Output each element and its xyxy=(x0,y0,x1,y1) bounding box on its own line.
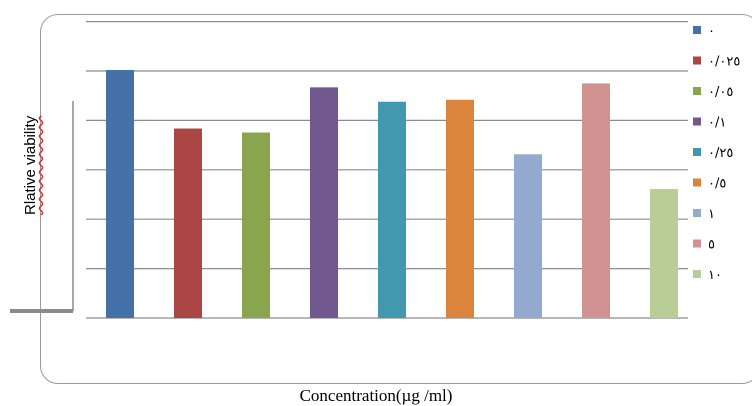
y-axis-label-text: Rlative viability xyxy=(22,115,39,215)
legend-label-1: ٠/٠٢٥ xyxy=(708,55,740,70)
bar-6 xyxy=(514,154,542,318)
legend-swatch-2 xyxy=(693,87,701,95)
legend: ٠ ٠/٠٢٥ ٠/٠٥ ٠/١ ٠/٢٥ ٠/٥ ١ ٥ ١٠ xyxy=(693,24,740,283)
legend-label-3: ٠/١ xyxy=(708,116,726,131)
legend-label-5: ٠/٥ xyxy=(708,177,726,192)
bar-1 xyxy=(174,128,202,318)
legend-swatch-7 xyxy=(693,239,701,248)
legend-label-4: ٠/٢٥ xyxy=(708,146,733,161)
bar-5 xyxy=(446,99,474,318)
legend-swatch-0 xyxy=(693,26,701,34)
legend-label-6: ١ xyxy=(708,207,715,222)
bar-2 xyxy=(242,132,270,318)
legend-label-8: ١٠ xyxy=(708,268,722,283)
bar-7 xyxy=(582,83,610,318)
legend-swatch-1 xyxy=(693,56,701,65)
legend-swatch-5 xyxy=(693,178,701,187)
axis-marker xyxy=(10,309,73,313)
bars xyxy=(106,70,678,318)
bar-0 xyxy=(106,70,134,318)
legend-swatch-8 xyxy=(693,270,701,278)
bar-8 xyxy=(650,189,678,318)
chart-frame xyxy=(40,14,752,384)
legend-label-0: ٠ xyxy=(708,24,715,39)
bar-3 xyxy=(310,87,338,318)
legend-swatch-6 xyxy=(693,209,701,217)
legend-label-7: ٥ xyxy=(708,238,715,253)
legend-swatch-4 xyxy=(693,148,701,156)
legend-label-2: ٠/٠٥ xyxy=(708,85,733,100)
x-axis-label: Concentration(µg /ml) xyxy=(299,386,453,405)
bar-4 xyxy=(378,101,406,318)
legend-swatch-3 xyxy=(693,117,701,126)
